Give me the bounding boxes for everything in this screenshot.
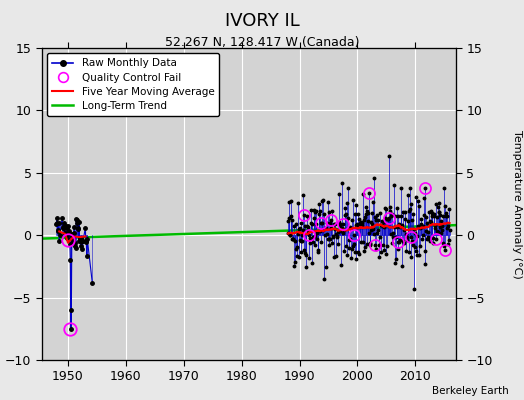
Text: Berkeley Earth: Berkeley Earth (432, 386, 508, 396)
Text: 52.267 N, 128.417 W (Canada): 52.267 N, 128.417 W (Canada) (165, 36, 359, 49)
Legend: Raw Monthly Data, Quality Control Fail, Five Year Moving Average, Long-Term Tren: Raw Monthly Data, Quality Control Fail, … (47, 53, 220, 116)
Text: IVORY IL: IVORY IL (225, 12, 299, 30)
Y-axis label: Temperature Anomaly (°C): Temperature Anomaly (°C) (512, 130, 522, 278)
